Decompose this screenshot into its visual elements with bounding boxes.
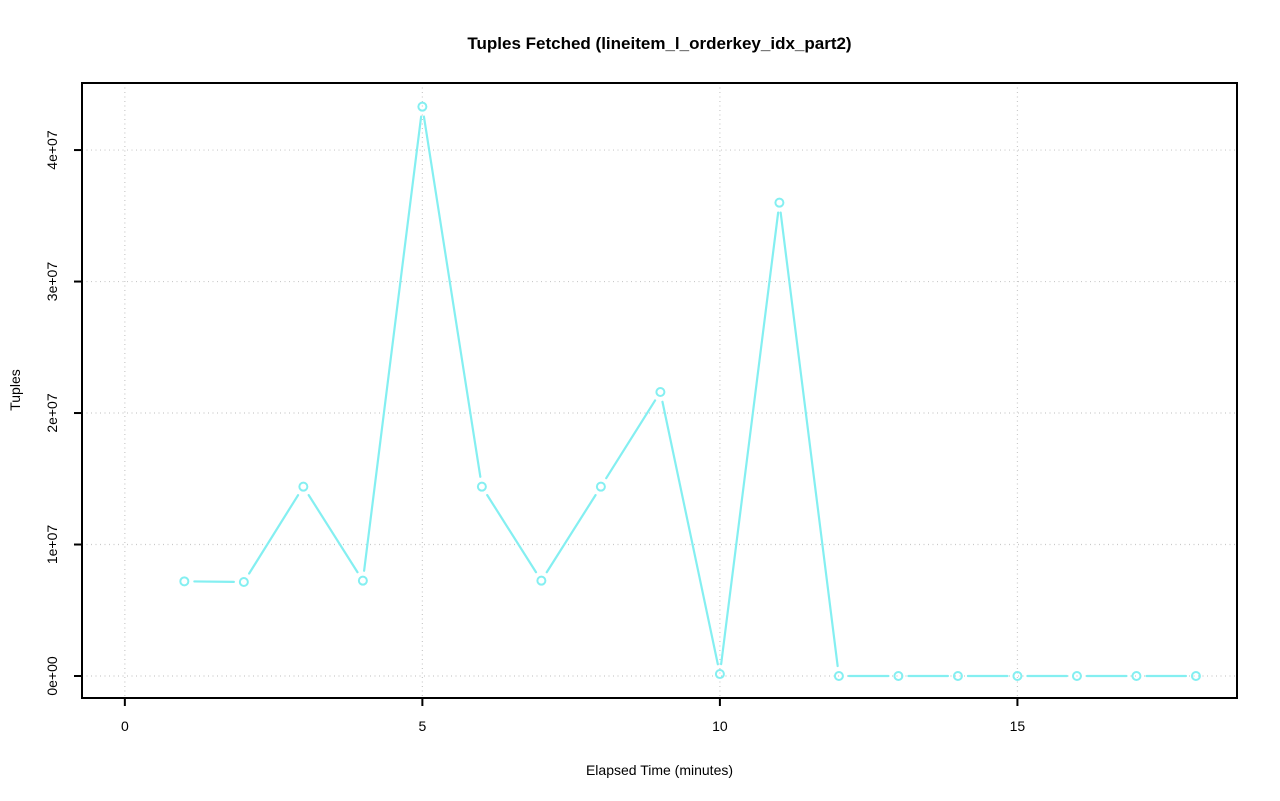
data-point xyxy=(714,669,725,680)
plot-box xyxy=(81,82,1238,699)
x-tick-label: 15 xyxy=(1010,718,1026,734)
data-point xyxy=(893,671,904,682)
data-point xyxy=(238,576,249,587)
x-axis-title: Elapsed Time (minutes) xyxy=(585,762,734,778)
series-line-segment xyxy=(779,211,839,668)
data-point xyxy=(179,576,190,587)
y-tick-label: 0e+00 xyxy=(44,656,60,696)
series-line-segment xyxy=(720,211,780,666)
data-point xyxy=(357,575,368,586)
data-point xyxy=(1012,671,1023,682)
x-tick-label: 0 xyxy=(121,718,129,734)
series-line-segment xyxy=(248,494,300,575)
data-point xyxy=(1190,671,1201,682)
series-line-segment xyxy=(307,494,359,574)
y-tick-label: 4e+07 xyxy=(44,130,60,170)
data-point xyxy=(774,197,785,208)
data-point xyxy=(595,481,606,492)
data-point xyxy=(417,101,428,112)
series-line-segment xyxy=(605,399,657,480)
data-point xyxy=(833,671,844,682)
y-tick-label: 3e+07 xyxy=(44,262,60,302)
x-tick-label: 5 xyxy=(418,718,426,734)
series-line-segment xyxy=(422,115,482,478)
data-point xyxy=(1131,671,1142,682)
data-point xyxy=(1071,671,1082,682)
x-tick-label: 10 xyxy=(712,718,728,734)
chart-title: Tuples Fetched (lineitem_l_orderkey_idx_… xyxy=(467,34,852,53)
data-point xyxy=(952,671,963,682)
series-line-segment xyxy=(363,115,423,572)
series-line-segment xyxy=(661,400,719,666)
y-axis-title: Tuples xyxy=(7,369,23,411)
y-tick-label: 2e+07 xyxy=(44,393,60,433)
series-line-segment xyxy=(545,494,597,574)
data-point xyxy=(298,481,309,492)
data-point xyxy=(655,386,666,397)
y-tick-label: 1e+07 xyxy=(44,525,60,565)
series-line-segment xyxy=(486,494,538,574)
data-point xyxy=(536,575,547,586)
data-point xyxy=(476,481,487,492)
